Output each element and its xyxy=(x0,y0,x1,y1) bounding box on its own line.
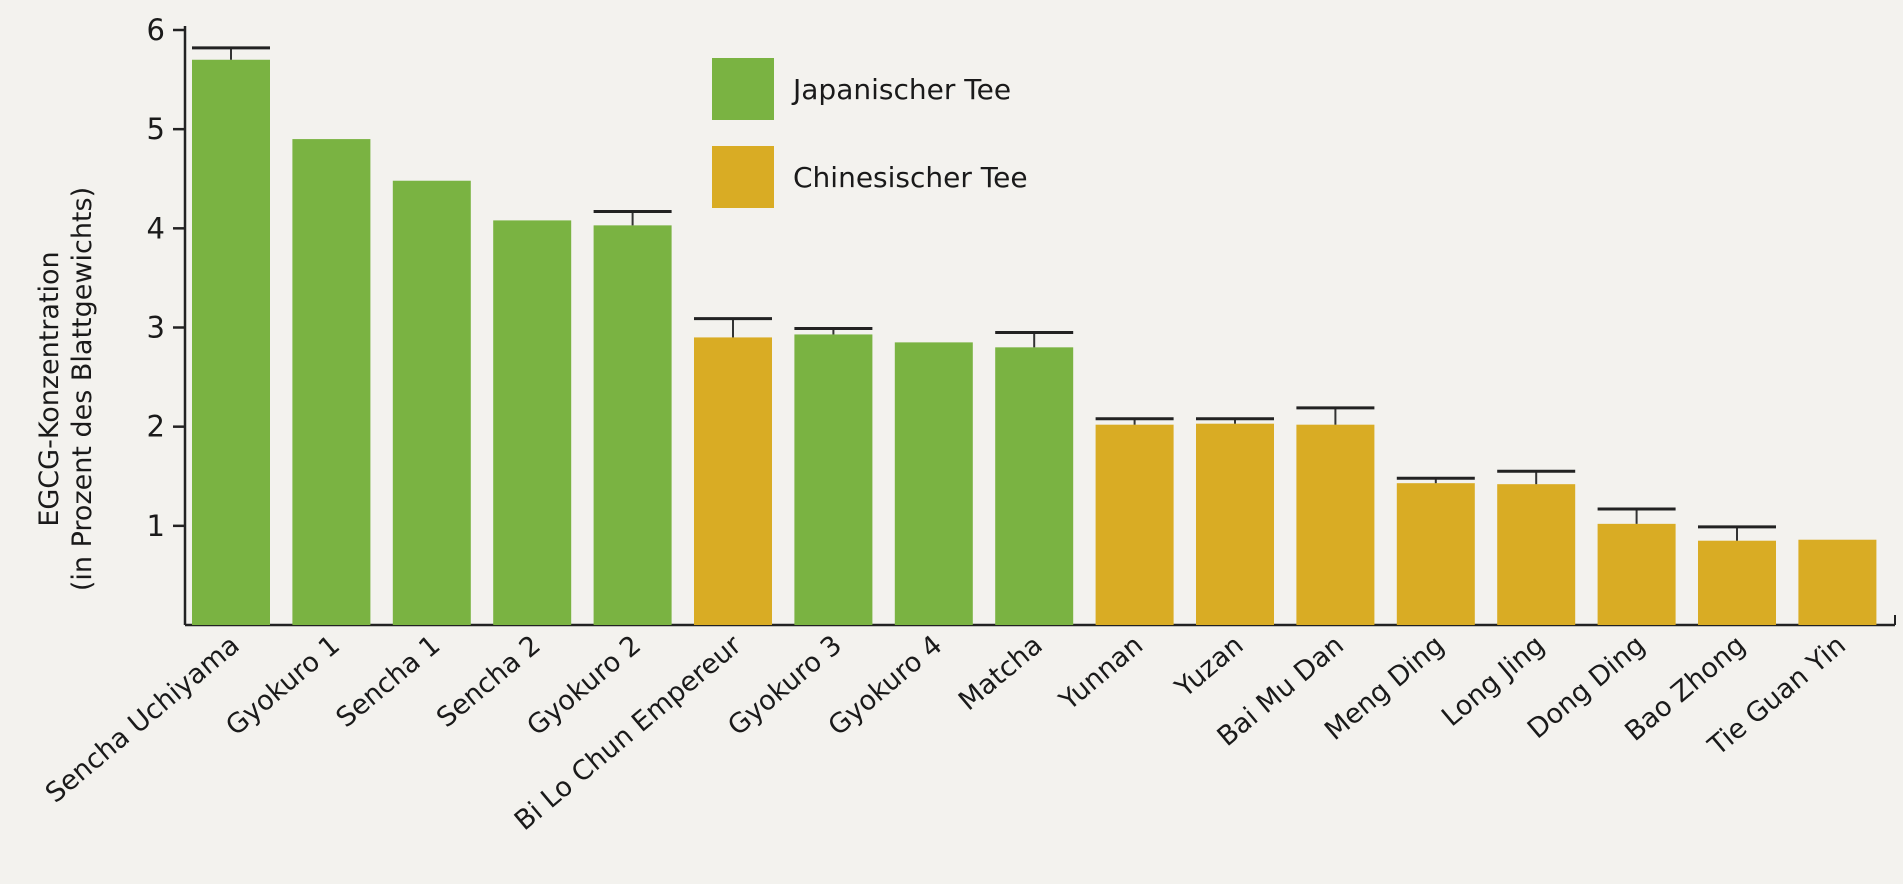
y-axis-label: EGCG-Konzentration xyxy=(34,251,65,526)
bar xyxy=(1597,523,1676,625)
bar xyxy=(292,139,371,626)
bar xyxy=(1396,483,1475,625)
bar xyxy=(1798,539,1877,625)
x-tick-label: Sencha Uchiyama xyxy=(40,630,246,810)
bar xyxy=(192,59,270,625)
bar xyxy=(794,334,873,625)
y-tick-label: 2 xyxy=(147,410,165,444)
x-tick-label: Yunnan xyxy=(1053,630,1149,718)
bar xyxy=(1698,540,1776,625)
y-tick-label: 3 xyxy=(147,311,165,345)
legend-swatch xyxy=(712,58,774,120)
x-tick-label: Matcha xyxy=(953,630,1049,717)
bar xyxy=(694,337,772,625)
x-tick-label: Yuzan xyxy=(1169,630,1250,705)
bar xyxy=(1095,424,1174,625)
y-axis-sublabel: (in Prozent des Blattgewichts) xyxy=(67,187,98,591)
legend-swatch xyxy=(712,146,774,208)
bar xyxy=(593,225,672,625)
y-tick-label: 5 xyxy=(147,112,165,146)
legend-label: Chinesischer Tee xyxy=(793,161,1028,194)
bar xyxy=(995,347,1074,625)
bar xyxy=(1196,423,1274,625)
y-tick-label: 1 xyxy=(147,509,165,543)
bar xyxy=(894,342,973,625)
bar xyxy=(1497,484,1576,625)
bar xyxy=(1296,424,1375,625)
y-tick-label: 6 xyxy=(147,13,165,47)
x-tick-label: Sencha 1 xyxy=(331,630,447,734)
legend-label: Japanischer Tee xyxy=(791,73,1011,106)
bar xyxy=(392,180,471,625)
bar xyxy=(493,220,572,625)
y-tick-label: 4 xyxy=(147,211,165,245)
